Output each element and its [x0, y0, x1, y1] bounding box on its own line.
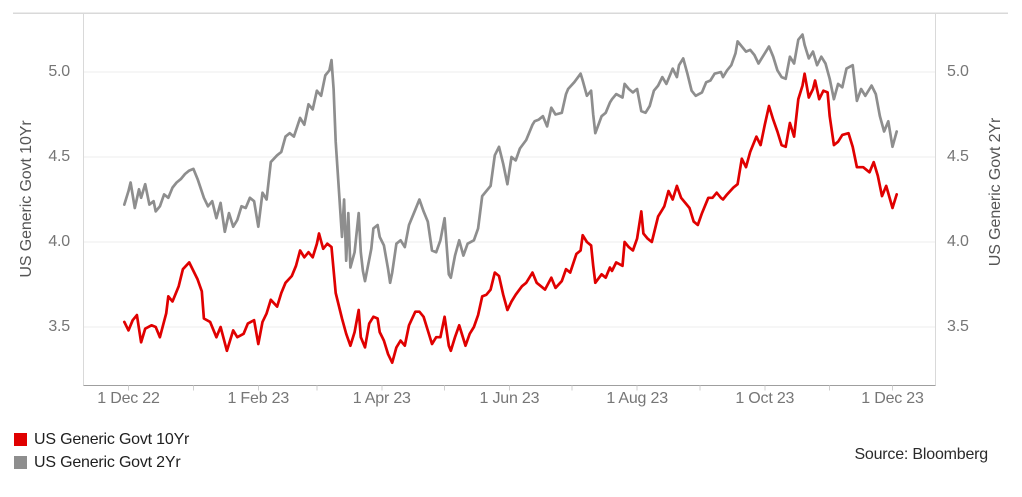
series-line-2yr: [122, 33, 899, 285]
x-axis-tick-label: 1 Jun 23: [479, 390, 540, 407]
y-axis-tick-label-left: 3.5: [48, 318, 70, 335]
y-axis-tick-label-right: 4.5: [947, 148, 969, 165]
legend-swatch-2yr: [14, 456, 27, 469]
y-axis-tick-label-left: 4.0: [48, 233, 70, 250]
y-axis-tick-label-right: 5.0: [947, 63, 969, 80]
right-axis-title: US Generic Govt 2Yr: [987, 117, 1004, 267]
legend: US Generic Govt 10Yr US Generic Govt 2Yr: [14, 428, 189, 474]
source-label: Source: Bloomberg: [854, 446, 988, 463]
x-axis-tick-label: 1 Apr 23: [352, 390, 411, 407]
left-axis-title: US Generic Govt 10Yr: [18, 120, 35, 278]
x-axis-tick-label: 1 Oct 23: [735, 390, 795, 407]
x-axis-tick-label: 1 Dec 23: [861, 390, 924, 407]
series-line-10yr: [122, 72, 899, 365]
legend-label-10yr: US Generic Govt 10Yr: [34, 430, 190, 448]
y-axis-tick-label-right: 4.0: [947, 233, 969, 250]
y-axis-tick-label-left: 5.0: [48, 63, 70, 80]
legend-swatch-10yr: [14, 433, 27, 446]
legend-item-10yr: US Generic Govt 10Yr: [14, 428, 189, 451]
legend-label-2yr: US Generic Govt 2Yr: [34, 453, 181, 471]
legend-item-2yr: US Generic Govt 2Yr: [14, 451, 189, 474]
x-axis-tick-label: 1 Aug 23: [606, 390, 668, 407]
x-axis-tick-label: 1 Dec 22: [97, 390, 160, 407]
y-axis-tick-label-left: 4.5: [48, 148, 70, 165]
y-axis-tick-label-right: 3.5: [947, 318, 969, 335]
x-axis-tick-label: 1 Feb 23: [227, 390, 290, 407]
